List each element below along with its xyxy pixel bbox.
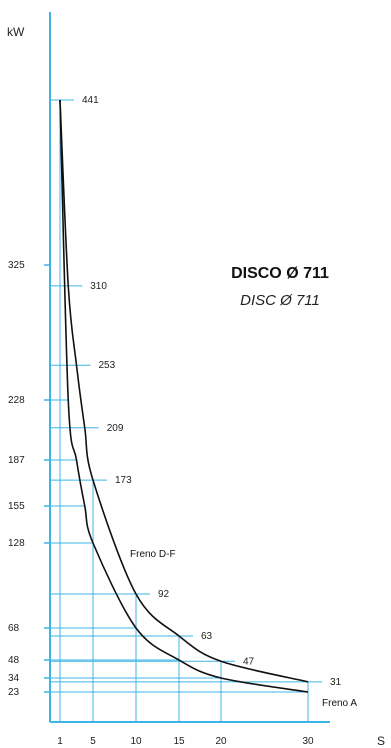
- data-label-df-3: 209: [107, 423, 124, 434]
- y-tick-label-187: 187: [8, 455, 25, 466]
- curves: [59, 99, 309, 693]
- data-label-df-0: 441: [82, 95, 99, 106]
- series-label-freno-a: Freno A: [322, 698, 357, 709]
- data-label-df-1: 310: [90, 281, 107, 292]
- x-tick-label-30: 30: [302, 736, 314, 747]
- x-tick-label-15: 15: [173, 736, 185, 747]
- x-tick-label-5: 5: [90, 736, 96, 747]
- chart-title: DISCO Ø 711: [231, 265, 329, 282]
- x-tick-label-20: 20: [215, 736, 227, 747]
- y-axis-label: kW: [7, 25, 25, 39]
- y-tick-label-68: 68: [8, 623, 20, 634]
- y-tick-label-325: 325: [8, 260, 25, 271]
- x-axis-label: S: [377, 734, 385, 748]
- data-label-df-5: 92: [158, 589, 170, 600]
- data-label-df-8: 31: [330, 677, 342, 688]
- data-label-df-2: 253: [99, 360, 116, 371]
- chart-subtitle: DISC Ø 711: [240, 292, 320, 309]
- data-label-df-4: 173: [115, 475, 132, 486]
- x-tick-label-1: 1: [57, 736, 63, 747]
- data-label-df-6: 63: [201, 631, 213, 642]
- y-tick-label-23: 23: [8, 687, 20, 698]
- y-tick-label-34: 34: [8, 673, 20, 684]
- series-line-freno-d-f: [59, 99, 309, 683]
- y-tick-label-128: 128: [8, 538, 25, 549]
- data-label-df-7: 47: [243, 656, 255, 667]
- x-tick-label-10: 10: [130, 736, 142, 747]
- y-tick-label-155: 155: [8, 501, 25, 512]
- y-tick-label-48: 48: [8, 655, 20, 666]
- series-line-freno-a: [59, 99, 309, 693]
- axes: [44, 12, 330, 723]
- series-label-freno-d-f: Freno D-F: [130, 549, 176, 560]
- grid: [50, 99, 322, 722]
- y-tick-label-228: 228: [8, 395, 25, 406]
